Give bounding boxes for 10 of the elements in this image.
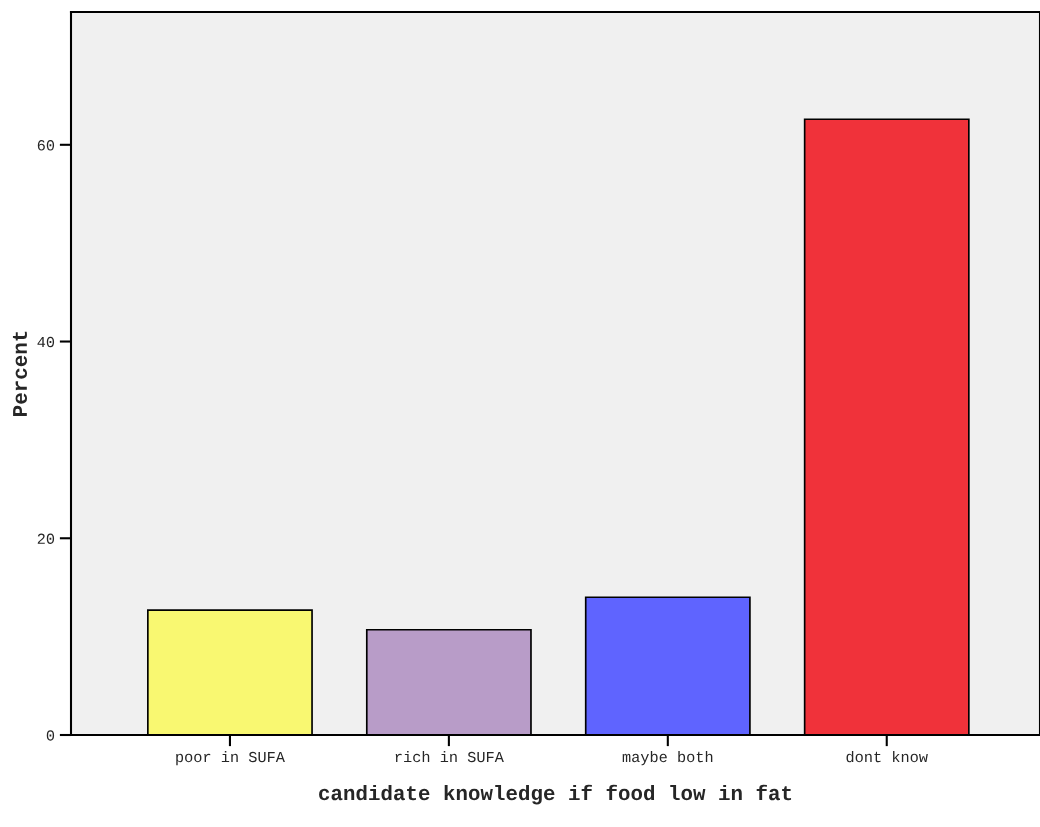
x-tick-label: dont know <box>846 750 928 763</box>
y-tick-label: 60 <box>37 140 55 151</box>
x-tick-label: poor in SUFA <box>176 750 285 766</box>
y-tick-label: 40 <box>37 336 55 348</box>
y-tick-label: 20 <box>37 533 55 544</box>
x-tick-label: maybe both <box>622 750 713 766</box>
x-axis-title: candidate knowledge if food low in fat <box>319 784 792 805</box>
y-tick-label: 0 <box>46 730 55 741</box>
y-axis-title: Percent <box>12 331 28 416</box>
x-tick-label: rich in SUFA <box>395 750 504 763</box>
